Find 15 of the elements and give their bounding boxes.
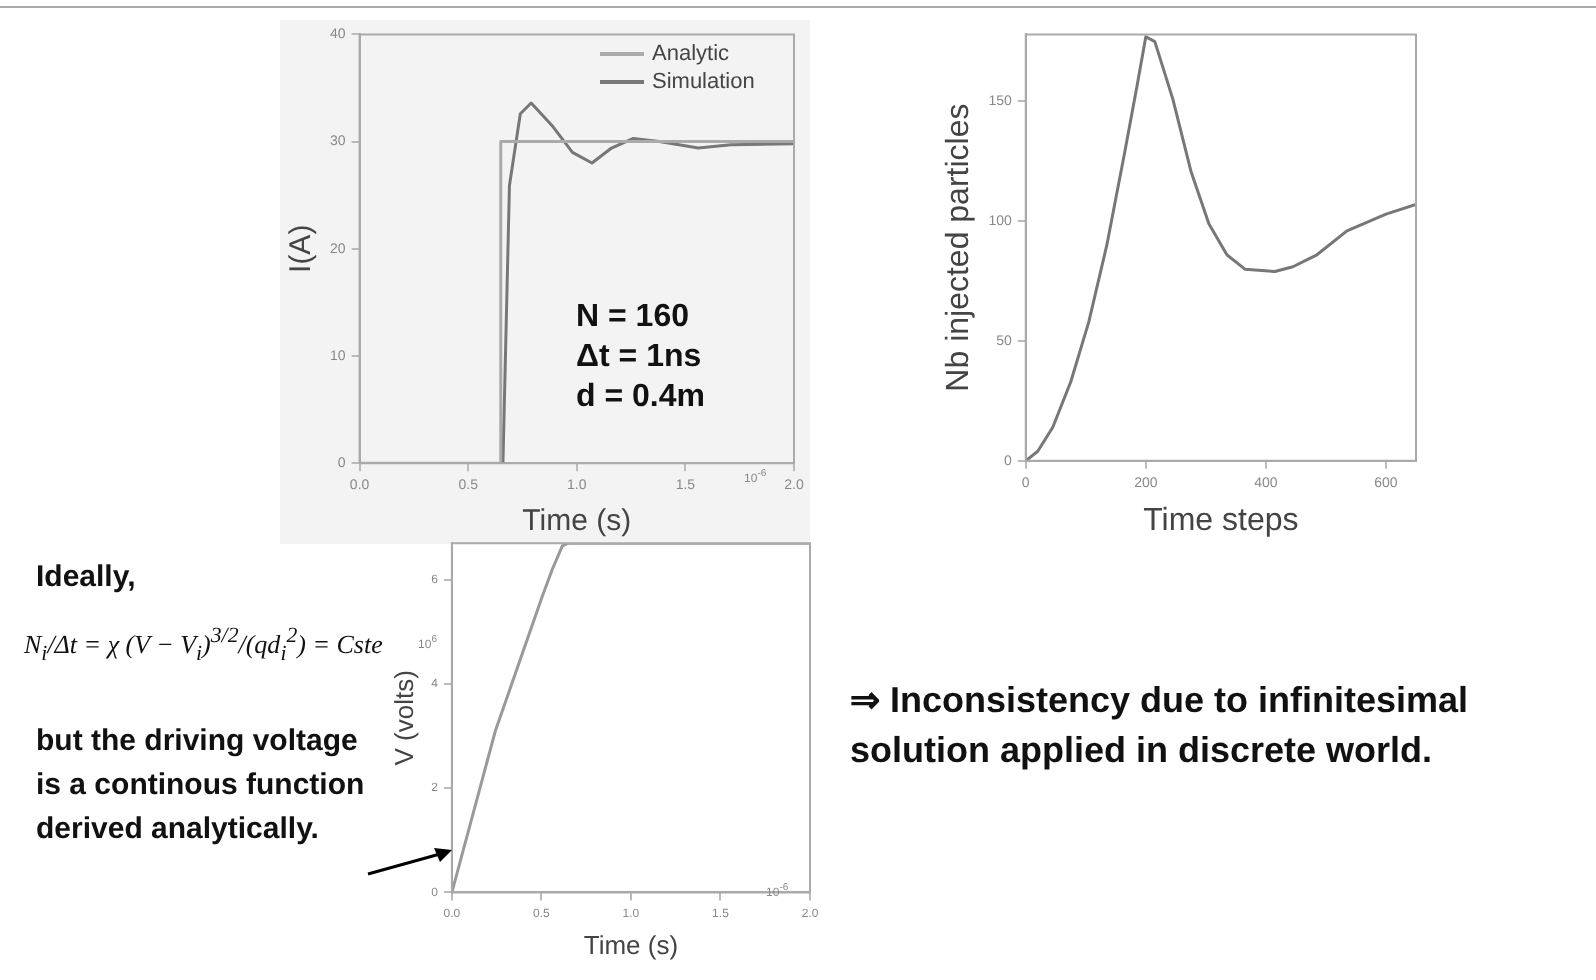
x-axis-title: Time (s) [522,504,632,539]
y-axis-title: I(A) [284,224,319,273]
annotation: Δt = 1ns [576,340,702,376]
annotation: N = 160 [576,300,689,336]
legend-label: Simulation [652,70,755,94]
x-axis-title: Time steps [1143,503,1299,538]
legend-label: Analytic [652,42,730,66]
text: ⇒ Inconsistency due to infinitesimal solution applied in discrete world. [850,678,1471,774]
y-axis-title: V (volts) [388,670,419,766]
text: N$_{i}$/Δt = χ (V − V$_{i}$)$^{3/2}$/(qd$_{i}$$^{2}$) = Cste [24,624,383,666]
text: but the driving voltage is a continous function derived analytically. [36,722,367,850]
text: Ideally, [36,560,136,594]
annotation: d = 0.4m [576,380,705,416]
x-axis-title: Time (s) [583,929,679,960]
y-axis-title: Nb injected particles [942,103,977,392]
